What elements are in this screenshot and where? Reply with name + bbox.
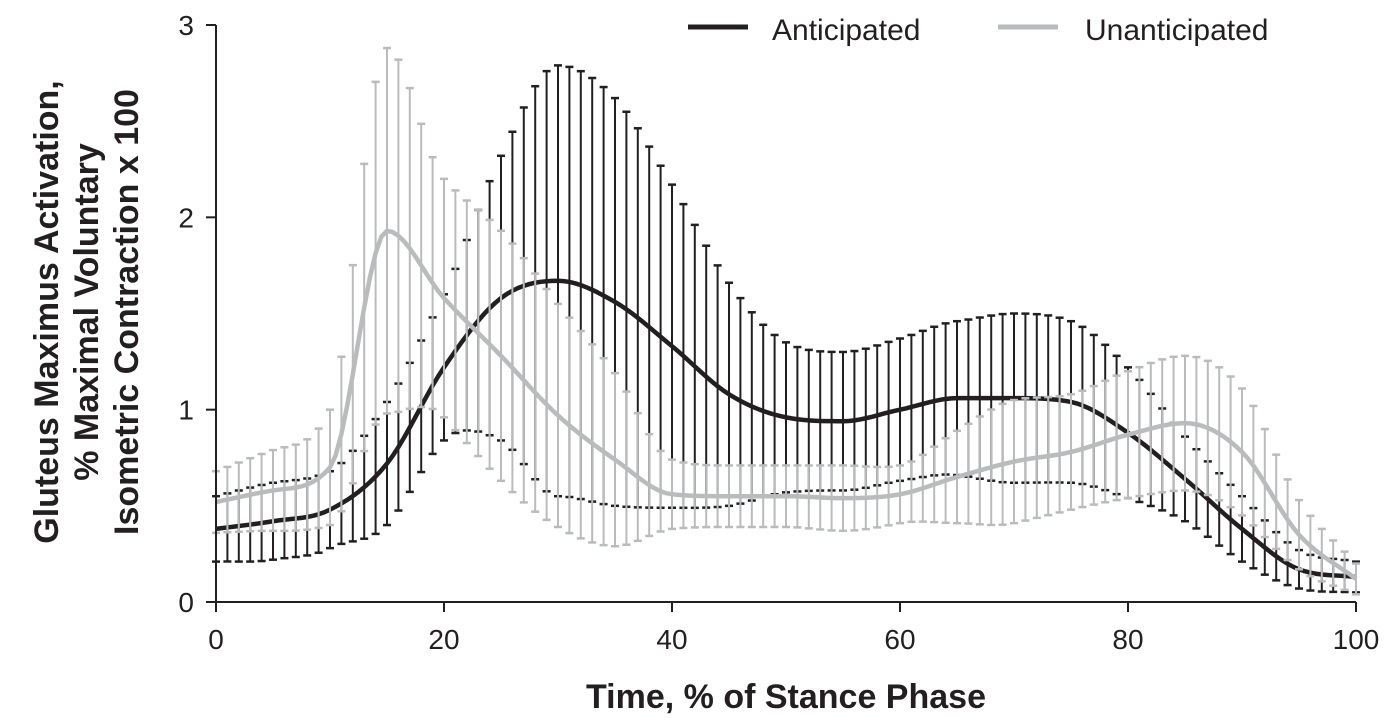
y-axis-title: Gluteus Maximus Activation, % Maximal Vo… <box>28 80 146 544</box>
y-tick-label: 0 <box>178 587 194 618</box>
y-axis-title-line-3: Isometric Contraction x 100 <box>108 89 146 535</box>
y-axis-title-line-2: % Maximal Voluntary <box>68 143 106 481</box>
legend-label-anticipated: Anticipated <box>772 14 920 47</box>
x-tick-label: 20 <box>428 624 459 655</box>
x-tick-label: 0 <box>208 624 224 655</box>
legend-label-unanticipated: Unanticipated <box>1085 14 1268 47</box>
mean-line <box>215 228 1358 581</box>
y-axis-title-line-1: Gluteus Maximus Activation, <box>28 80 66 544</box>
x-axis-title: Time, % of Stance Phase <box>586 678 986 716</box>
x-tick-label: 40 <box>656 624 687 655</box>
x-tick-label: 60 <box>884 624 915 655</box>
tick-layer: 0 20 40 60 80 100 0 1 2 3 <box>178 10 1379 655</box>
series-unanticipated <box>212 46 1360 596</box>
series-layer <box>212 46 1360 596</box>
y-tick-label: 2 <box>178 202 194 233</box>
y-tick-label: 1 <box>178 395 194 426</box>
mean-line <box>215 278 1357 580</box>
x-tick-label: 100 <box>1333 624 1380 655</box>
legend: Anticipated Unanticipated <box>688 14 1268 47</box>
y-tick-label: 3 <box>178 10 194 41</box>
axes <box>215 25 1356 603</box>
x-tick-label: 80 <box>1112 624 1143 655</box>
